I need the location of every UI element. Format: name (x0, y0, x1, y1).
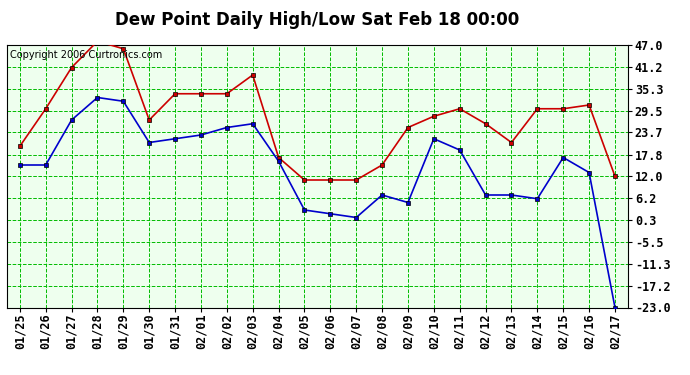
Text: Copyright 2006 Curtronics.com: Copyright 2006 Curtronics.com (10, 50, 162, 60)
Text: Dew Point Daily High/Low Sat Feb 18 00:00: Dew Point Daily High/Low Sat Feb 18 00:0… (115, 11, 520, 29)
